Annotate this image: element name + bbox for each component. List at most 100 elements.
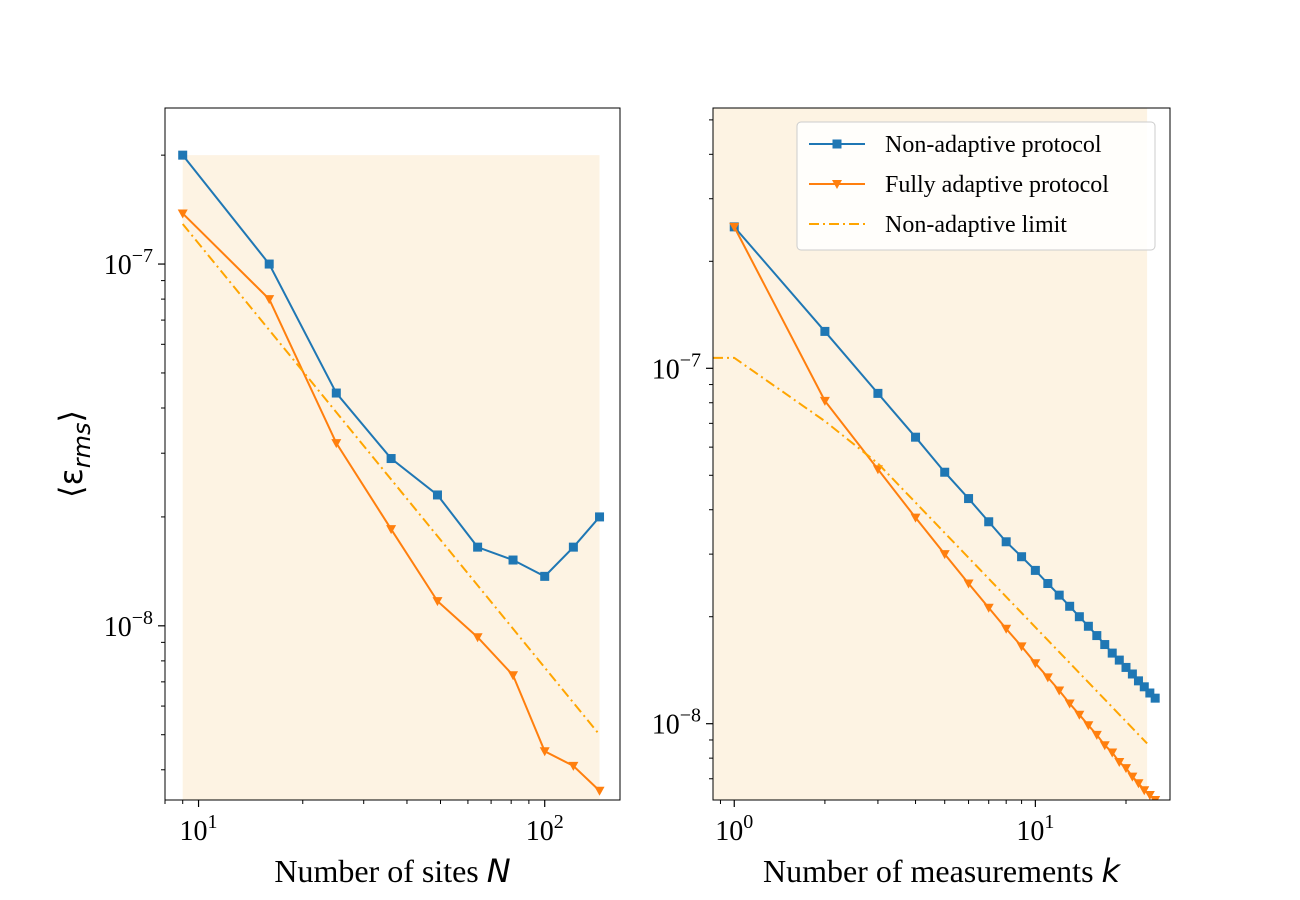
data-point-0-23 xyxy=(1145,688,1155,698)
data-point-0-13 xyxy=(1074,612,1084,622)
data-point-1-23 xyxy=(1144,791,1155,800)
data-point-1-11 xyxy=(1054,686,1065,696)
data-point-1-13 xyxy=(1074,710,1085,720)
data-point-0-9 xyxy=(595,512,605,522)
legend-box xyxy=(796,121,1156,251)
data-point-0-7 xyxy=(540,571,550,581)
data-point-1-19 xyxy=(1121,764,1131,774)
y-tick-base: 10 xyxy=(652,710,680,741)
legend: Non-adaptive protocol Fully adaptive prot… xyxy=(796,121,1156,251)
y-axis-label-close: ⟩ xyxy=(52,410,90,422)
series-line-0 xyxy=(181,154,601,578)
data-point-1-0 xyxy=(729,222,740,232)
y-tick-exponent: −8 xyxy=(132,607,153,629)
data-point-1-8 xyxy=(568,761,579,771)
y-tick-label: 10−8 xyxy=(652,705,701,741)
data-point-1-0 xyxy=(177,209,188,219)
data-point-1-5 xyxy=(963,579,974,589)
data-point-1-15 xyxy=(1091,730,1102,740)
data-point-0-12 xyxy=(1065,601,1075,611)
data-point-0-8 xyxy=(1017,552,1027,562)
x-tick-exponent: 2 xyxy=(554,811,564,833)
data-point-1-7 xyxy=(539,747,550,757)
data-point-0-3 xyxy=(386,454,396,464)
y-tick-exponent: −7 xyxy=(132,245,153,267)
y-tick-label: 10−7 xyxy=(104,245,153,281)
series-line-2 xyxy=(181,223,601,736)
data-point-0-5 xyxy=(964,494,974,504)
data-point-1-9 xyxy=(594,786,605,796)
data-point-0-3 xyxy=(911,432,921,442)
data-point-1-16 xyxy=(1099,741,1110,751)
data-point-1-21 xyxy=(1133,779,1144,789)
x-axis-label: Number of measurements k xyxy=(763,852,1122,890)
y-axis-label-open: ⟨ε xyxy=(52,468,90,498)
data-point-1-1 xyxy=(264,295,275,305)
data-point-1-10 xyxy=(1042,673,1053,683)
data-point-0-7 xyxy=(1001,537,1011,547)
data-point-1-5 xyxy=(472,633,483,643)
data-point-0-10 xyxy=(1043,579,1053,589)
data-point-1-18 xyxy=(1114,758,1125,768)
data-point-1-6 xyxy=(508,671,519,681)
data-point-0-21 xyxy=(1133,676,1143,686)
plot-area xyxy=(177,150,605,800)
y-tick-label: 10−7 xyxy=(652,349,701,385)
data-point-1-24 xyxy=(1150,796,1161,800)
data-point-0-6 xyxy=(984,517,994,527)
data-point-0-6 xyxy=(508,555,518,565)
data-point-0-4 xyxy=(940,467,950,477)
legend-label-0: Non-adaptive protocol xyxy=(885,132,1102,158)
x-axis-label-variable: k xyxy=(1102,852,1122,890)
data-point-1-12 xyxy=(1064,699,1075,709)
legend-marker-1 xyxy=(832,180,842,189)
x-tick-exponent: 1 xyxy=(208,811,218,833)
series-line-2 xyxy=(713,356,1148,745)
data-point-0-18 xyxy=(1114,655,1124,665)
data-point-0-9 xyxy=(1030,565,1040,575)
data-point-1-14 xyxy=(1083,721,1094,731)
data-point-1-7 xyxy=(1001,624,1012,634)
y-tick-base: 10 xyxy=(652,354,680,385)
x-axis-label-variable: N xyxy=(487,852,511,890)
y-tick-exponent: −8 xyxy=(680,705,701,727)
legend-marker-0 xyxy=(832,139,842,149)
axes-frame xyxy=(712,107,1171,801)
data-point-0-17 xyxy=(1107,648,1117,658)
y-axis-label: ⟨εrms⟩ xyxy=(52,410,96,498)
data-point-0-16 xyxy=(1100,640,1110,650)
data-point-0-22 xyxy=(1139,682,1149,692)
y-tick-exponent: −7 xyxy=(680,349,701,371)
data-point-0-2 xyxy=(331,388,341,398)
data-point-1-9 xyxy=(1030,659,1041,669)
data-point-1-20 xyxy=(1127,772,1138,782)
data-point-0-2 xyxy=(873,388,883,398)
data-point-0-15 xyxy=(1092,631,1102,641)
data-point-1-8 xyxy=(1016,642,1027,652)
data-point-0-19 xyxy=(1121,662,1131,672)
data-point-0-14 xyxy=(1083,621,1093,631)
data-point-0-0 xyxy=(178,150,188,160)
data-point-0-1 xyxy=(820,326,830,336)
shaded-region xyxy=(182,155,600,800)
data-point-1-3 xyxy=(910,513,921,523)
x-tick-exponent: 0 xyxy=(743,811,753,833)
data-point-1-4 xyxy=(939,550,950,560)
data-point-0-1 xyxy=(264,259,274,269)
legend-label-1: Fully adaptive protocol xyxy=(885,172,1109,198)
x-axis-label-text: Number of sites xyxy=(274,853,486,889)
data-point-1-6 xyxy=(983,603,994,613)
data-point-1-3 xyxy=(386,525,397,535)
left-panel: 10 1 10 2 10−8 10−7 Number of sites N ⟨εrms⟩ xyxy=(52,107,621,890)
x-axis-label: Number of sites N xyxy=(274,852,510,890)
right-panel: 10 0 10 1 10−8 10−7 Number of measurements k No… xyxy=(652,107,1171,890)
y-tick-label: 10−8 xyxy=(104,607,153,643)
data-point-1-2 xyxy=(331,439,342,449)
axes-frame xyxy=(164,107,621,801)
x-axis-label-text: Number of measurements xyxy=(763,853,1102,889)
data-point-0-24 xyxy=(1150,693,1160,703)
data-point-0-5 xyxy=(473,542,483,552)
data-point-1-17 xyxy=(1107,748,1118,758)
legend-label-2: Non-adaptive limit xyxy=(885,212,1067,238)
